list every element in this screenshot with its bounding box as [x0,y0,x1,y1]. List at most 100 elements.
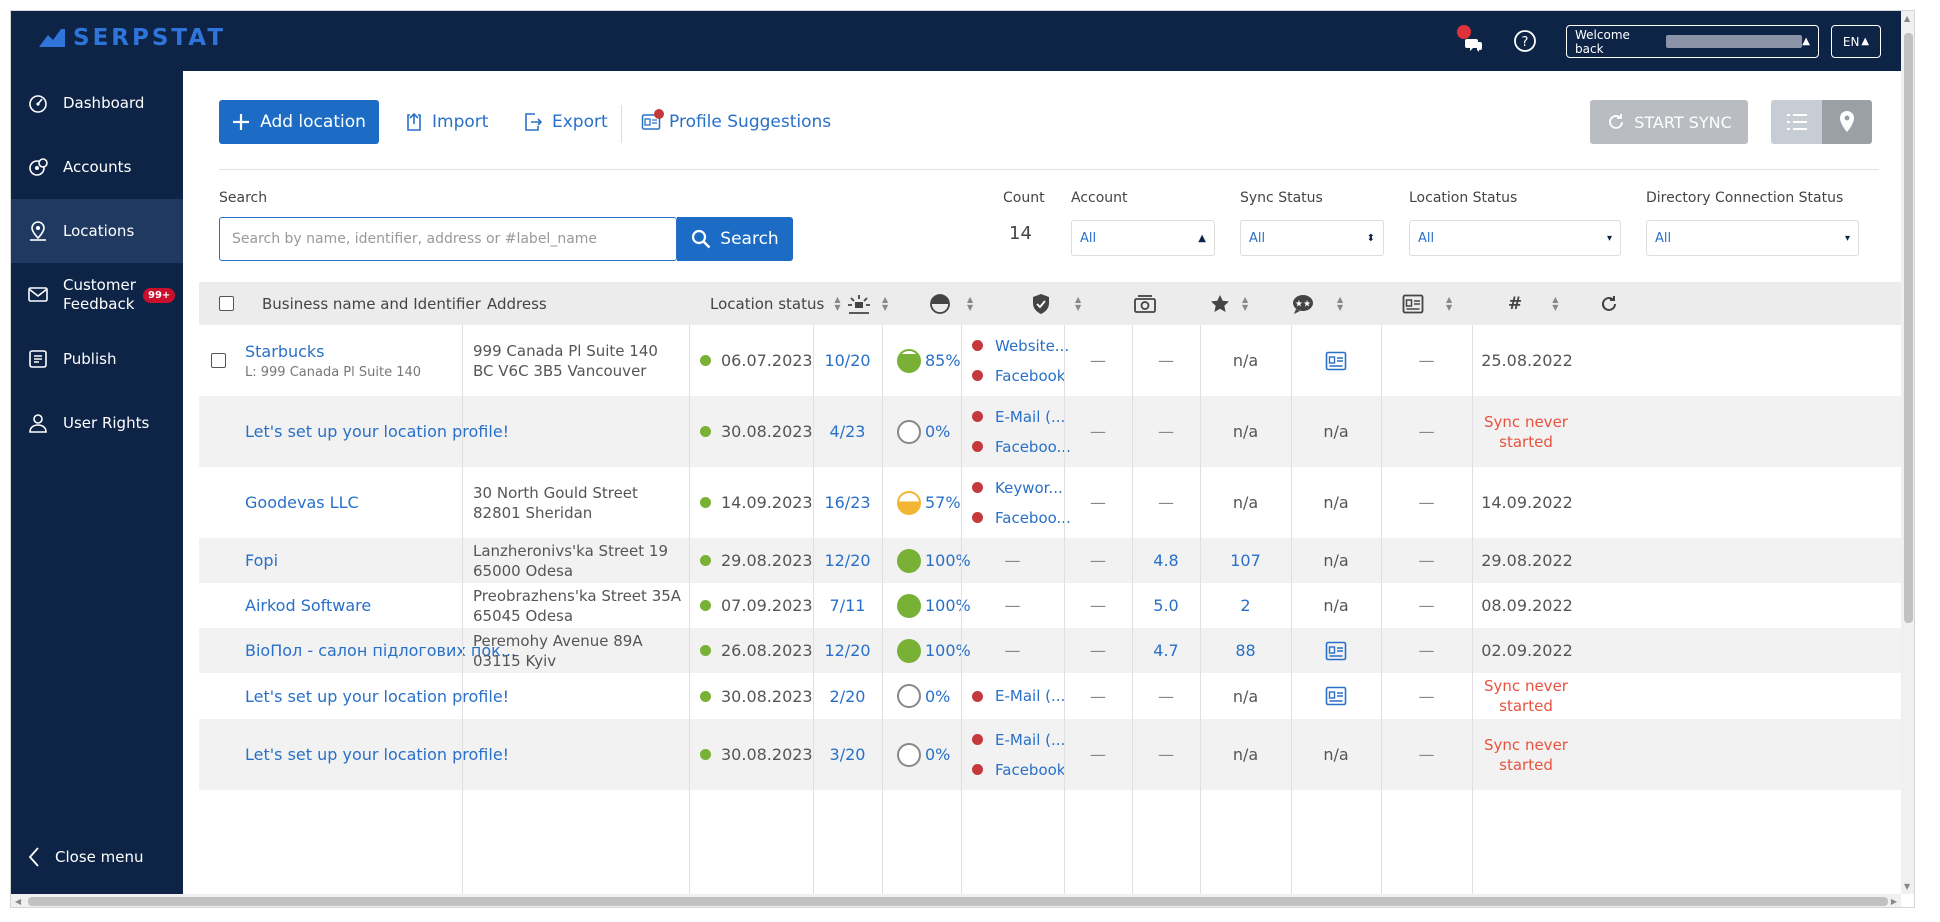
profile-completion-cell[interactable]: 85% [897,325,961,396]
sidebar-item-locations[interactable]: Locations [11,199,183,263]
sidebar-item-user-rights[interactable]: User Rights [11,391,183,455]
header-profile[interactable]: ▲ ▼ [1402,282,1452,325]
user-menu[interactable]: Welcome back ▲ [1566,25,1819,58]
header-profile-completion[interactable]: ▲ ▼ [929,282,973,325]
directory-link[interactable]: E-Mail (... [972,408,1071,426]
help-icon[interactable]: ? [1511,27,1539,55]
table-row[interactable]: Fopi Lanzheronivs'ka Street 19 65000 Odesa… [199,538,1909,583]
directory-name: E-Mail (... [995,407,1066,426]
table-row[interactable]: Starbucks L: 999 Canada Pl Suite 140 999 C… [199,325,1909,396]
vertical-scrollbar[interactable]: ▲ ▼ [1901,11,1914,894]
completeness-score[interactable]: 3/20 [829,745,866,764]
completeness-score[interactable]: 2/20 [829,686,866,706]
row-checkbox[interactable] [211,325,226,396]
profile-completion-cell[interactable]: 0% [897,719,950,790]
import-button[interactable]: Import [405,100,488,144]
profile-completion-cell[interactable]: 0% [897,673,950,719]
rating-cell[interactable]: 4.8 [1153,551,1179,570]
business-name-link[interactable]: Let's set up your location profile! [245,422,510,441]
start-sync-button[interactable]: START SYNC [1590,100,1748,144]
select-all-checkbox[interactable] [219,282,234,325]
header-sync[interactable] [1599,282,1619,325]
directory-link[interactable]: E-Mail (... [972,731,1065,749]
table-row[interactable]: Airkod Software Preobrazhens'ka Street 35… [199,583,1909,628]
profile-card-icon [1402,294,1424,313]
directory-link[interactable]: Faceboo... [972,438,1071,456]
reviews-cell[interactable]: 88 [1235,641,1256,660]
rating-cell[interactable]: 5.0 [1153,596,1179,615]
profile-completion-cell[interactable]: 100% [897,538,971,583]
table-row[interactable]: Let's set up your location profile! 30.08… [199,673,1909,719]
reviews-cell[interactable]: 2 [1240,596,1251,615]
header-business[interactable]: Business name and Identifier [262,294,481,313]
business-name-link[interactable]: Let's set up your location profile! [245,745,510,764]
completeness-score[interactable]: 4/23 [829,422,866,441]
profile-completion-cell[interactable]: 57% [897,467,961,538]
account-filter-select[interactable]: All ▲ [1071,220,1215,256]
reviews-cell[interactable]: 107 [1230,551,1261,570]
table-row[interactable]: Goodevas LLC 30 North Gould Street 82801 S… [199,467,1909,538]
vertical-scroll-thumb[interactable] [1904,33,1913,623]
list-view-button[interactable] [1771,100,1822,144]
table-row[interactable]: Let's set up your location profile! 30.08… [199,396,1909,467]
profile-card-icon[interactable] [1291,325,1381,396]
directory-link[interactable]: Facebook [972,367,1069,385]
header-directories[interactable]: ▲ ▼ [1031,282,1081,325]
logo[interactable]: SERPSTAT [39,25,226,51]
notifications-icon[interactable] [1457,25,1487,55]
import-label: Import [432,112,489,132]
profile-card-icon[interactable] [1291,628,1381,673]
header-reviews[interactable]: ★★ ▲ ▼ [1291,282,1343,325]
directory-status-filter-select[interactable]: All ▾ [1646,220,1859,256]
completeness-score[interactable]: 12/20 [824,641,871,660]
business-name-link[interactable]: Goodevas LLC [245,493,359,512]
completeness-score[interactable]: 10/20 [824,351,871,370]
completeness-score[interactable]: 7/11 [829,596,866,615]
header-photos[interactable] [1133,282,1157,325]
horizontal-scrollbar[interactable]: ◀ ▶ [11,894,1901,907]
business-name-link[interactable]: Starbucks [245,341,325,361]
profile-completion-cell[interactable]: 0% [897,396,950,467]
directory-link[interactable]: E-Mail (... [972,687,1065,705]
profile-completion-cell[interactable]: 100% [897,583,971,628]
header-location-status[interactable]: Location status ▲ ▼ [710,282,840,325]
business-name-link[interactable]: Let's set up your location profile! [245,686,510,706]
directory-link[interactable]: Facebook [972,761,1065,779]
scroll-right-arrow[interactable]: ▶ [1890,897,1897,906]
close-menu-button[interactable]: Close menu [27,846,143,868]
map-view-button[interactable] [1822,100,1872,144]
business-name-link[interactable]: Airkod Software [245,596,372,615]
search-button[interactable]: Search [677,217,793,261]
location-status-filter-select[interactable]: All ▾ [1409,220,1621,256]
header-rating[interactable]: ▲ ▼ [1210,282,1248,325]
sidebar-item-dashboard[interactable]: Dashboard [11,71,183,135]
directory-link[interactable]: Website... [972,337,1069,355]
profile-suggestions-button[interactable]: Profile Suggestions [641,100,831,144]
scroll-left-arrow[interactable]: ◀ [15,897,22,906]
completeness-score[interactable]: 12/20 [824,551,871,570]
header-address[interactable]: Address [487,294,547,313]
scroll-up-arrow[interactable]: ▲ [1904,14,1911,23]
profile-card-icon[interactable] [1291,673,1381,719]
header-completeness[interactable]: ▲ ▼ [846,282,888,325]
table-row[interactable]: BioПол - салон підлогових пок... Peremohy… [199,628,1909,673]
business-name-link[interactable]: Fopi [245,551,279,570]
business-name-link[interactable]: BioПол - салон підлогових пок... [245,641,517,660]
language-selector[interactable]: EN ▲ [1831,25,1881,58]
table-row[interactable]: Let's set up your location profile! 30.08… [199,719,1909,790]
directory-link[interactable]: Faceboo... [972,509,1071,527]
profile-completion-cell[interactable]: 100% [897,628,971,673]
sidebar-item-customer-feedback[interactable]: Customer Feedback 99+ [11,263,183,327]
directory-link[interactable]: Keywor... [972,479,1071,497]
sidebar-item-accounts[interactable]: Accounts [11,135,183,199]
export-button[interactable]: Export [523,100,608,144]
header-labels[interactable]: # ▲ ▼ [1508,282,1558,325]
add-location-button[interactable]: Add location [219,100,379,144]
rating-cell[interactable]: 4.7 [1153,641,1179,660]
completeness-score[interactable]: 16/23 [824,493,871,512]
horizontal-scroll-thumb[interactable] [28,897,1888,906]
scroll-down-arrow[interactable]: ▼ [1904,882,1911,891]
sync-status-filter-select[interactable]: All ⬍ [1240,220,1384,256]
sidebar-item-publish[interactable]: Publish [11,327,183,391]
search-input[interactable] [219,217,677,261]
